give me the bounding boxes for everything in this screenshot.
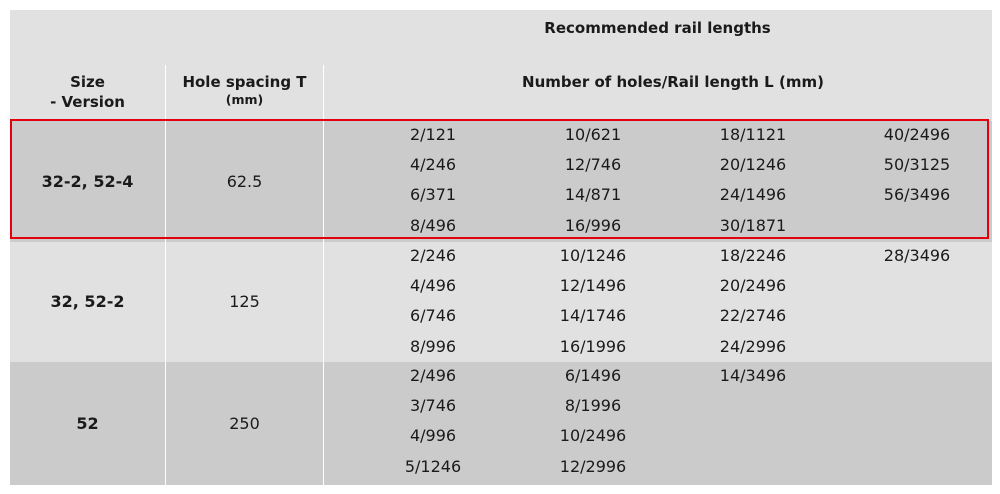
rail-length-cell: 12/1496 <box>559 276 627 296</box>
rail-length-cell: 18/2246 <box>719 246 787 265</box>
rail-length-cell: 10/2496 <box>559 426 627 446</box>
group-1-band <box>10 121 992 242</box>
rail-length-cell: 14/3496 <box>719 366 787 385</box>
rail-length-cell: 4/996 <box>409 426 457 446</box>
rail-length-cell: 2/246 <box>409 246 457 265</box>
rail-length-cell: 6/746 <box>409 306 457 326</box>
rail-length-cell: 12/746 <box>564 155 622 175</box>
group-hole-spacing: 250 <box>229 413 260 433</box>
header-size-line1: Size <box>70 73 105 91</box>
rail-length-cell: 40/2496 <box>883 125 951 144</box>
column-divider <box>165 65 166 485</box>
group-size-label: 52 <box>76 413 99 433</box>
group-3-band <box>10 362 992 485</box>
group-hole-spacing: 62.5 <box>226 171 263 191</box>
rail-length-cell: 14/1746 <box>559 306 627 326</box>
rail-length-cell: 10/621 <box>564 125 622 144</box>
rail-length-cell: 2/496 <box>409 366 457 385</box>
column-divider <box>323 65 324 485</box>
rail-length-cell: 16/1996 <box>559 336 627 356</box>
rail-length-cell: 6/371 <box>409 185 457 205</box>
rail-length-cell: 20/2496 <box>719 276 787 296</box>
header-hole-spacing: Hole spacing T (mm) <box>166 72 323 108</box>
group-size-label: 32, 52-2 <box>50 292 125 311</box>
rail-length-cell: 8/496 <box>409 215 457 235</box>
rail-length-cell: 24/1496 <box>719 185 787 205</box>
rail-length-cell: 6/1496 <box>564 366 622 385</box>
rail-length-cell: 22/2746 <box>719 306 787 326</box>
header-size: Size - Version <box>10 72 165 112</box>
rail-length-cell: 16/996 <box>564 215 622 235</box>
rail-length-cell: 24/2996 <box>719 336 787 356</box>
group-size-label: 32-2, 52-4 <box>41 171 134 191</box>
rail-length-cell: 8/996 <box>409 336 457 356</box>
rail-length-cell: 50/3125 <box>883 155 951 175</box>
header-hole-spacing-label: Hole spacing T <box>182 73 307 91</box>
rail-length-cell: 12/2996 <box>559 456 627 476</box>
rail-length-cell: 4/496 <box>409 276 457 296</box>
rail-length-cell: 56/3496 <box>883 185 951 205</box>
header-hole-spacing-unit: (mm) <box>225 92 264 107</box>
header-size-line2: - Version <box>50 93 125 111</box>
rail-length-cell: 10/1246 <box>559 246 627 265</box>
rail-length-cell: 3/746 <box>409 396 457 416</box>
group-2-band <box>10 242 992 362</box>
header-band <box>10 10 992 121</box>
rail-length-cell: 5/1246 <box>404 456 462 476</box>
header-super-title: Recommended rail lengths <box>544 19 771 37</box>
rail-length-cell: 20/1246 <box>719 155 787 175</box>
rail-length-table: Recommended rail lengths Size - Version … <box>10 10 992 485</box>
group-hole-spacing: 125 <box>229 292 260 311</box>
rail-length-cell: 4/246 <box>409 155 457 175</box>
header-rail-lengths: Number of holes/Rail length L (mm) <box>522 73 824 91</box>
rail-length-cell: 14/871 <box>564 185 622 205</box>
rail-length-cell: 28/3496 <box>883 246 951 265</box>
rail-length-cell: 30/1871 <box>719 215 787 235</box>
rail-length-cell: 8/1996 <box>564 396 622 416</box>
rail-length-cell: 18/1121 <box>719 125 787 144</box>
rail-length-cell: 2/121 <box>409 125 457 144</box>
